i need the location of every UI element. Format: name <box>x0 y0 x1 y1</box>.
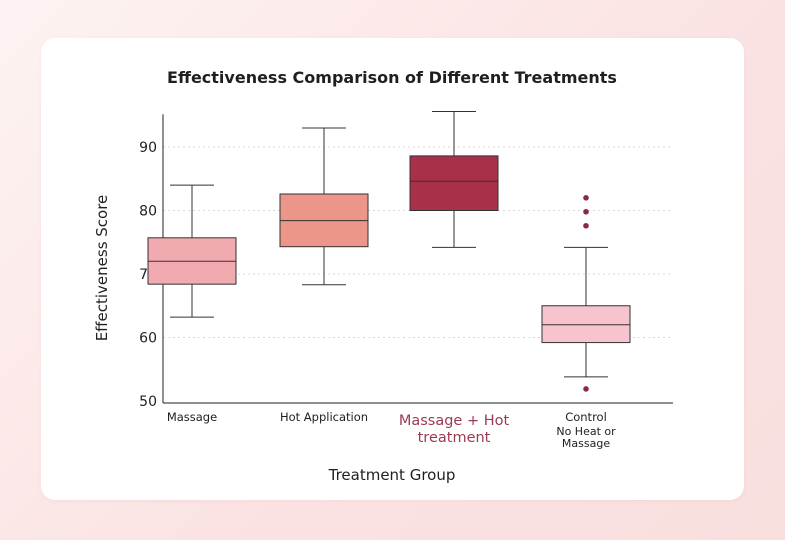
x-tick-labels: Massage Hot Application Massage + Hottreat… <box>167 410 616 450</box>
y-tick-label: 60 <box>139 331 157 347</box>
x-tick-label: Control <box>565 410 607 424</box>
x-tick-label: No Heat or <box>556 425 616 438</box>
box-plot <box>147 184 237 318</box>
outlier-point <box>583 195 589 201</box>
x-axis-title: Treatment Group <box>328 466 456 484</box>
outlier-point <box>583 208 589 215</box>
iqr-box <box>541 305 631 344</box>
y-axis-title: Effectiveness Score <box>93 195 111 342</box>
box-plots <box>147 110 631 392</box>
iqr-box <box>409 155 499 211</box>
y-tick-label: 50 <box>139 394 157 410</box>
outlier-point <box>583 386 589 392</box>
y-tick-label: 80 <box>139 204 157 220</box>
box-plot <box>279 127 369 286</box>
box-plot <box>409 110 499 248</box>
x-tick-label: Hot Application <box>280 410 368 424</box>
x-tick-label: Massage <box>562 437 610 450</box>
chart-title: Effectiveness Comparison of Different Tr… <box>167 68 617 87</box>
x-tick-label: Massage <box>167 410 217 424</box>
y-tick-label: 90 <box>139 140 157 156</box>
box-plot <box>541 195 631 392</box>
x-tick-label: treatment <box>418 430 491 446</box>
x-tick-label: Massage + Hot <box>399 413 510 429</box>
box-plot-chart: Effectiveness Comparison of Different Tr… <box>93 68 673 484</box>
chart-card: Effectiveness Comparison of Different Tr… <box>41 38 744 500</box>
outlier-point <box>583 222 589 229</box>
